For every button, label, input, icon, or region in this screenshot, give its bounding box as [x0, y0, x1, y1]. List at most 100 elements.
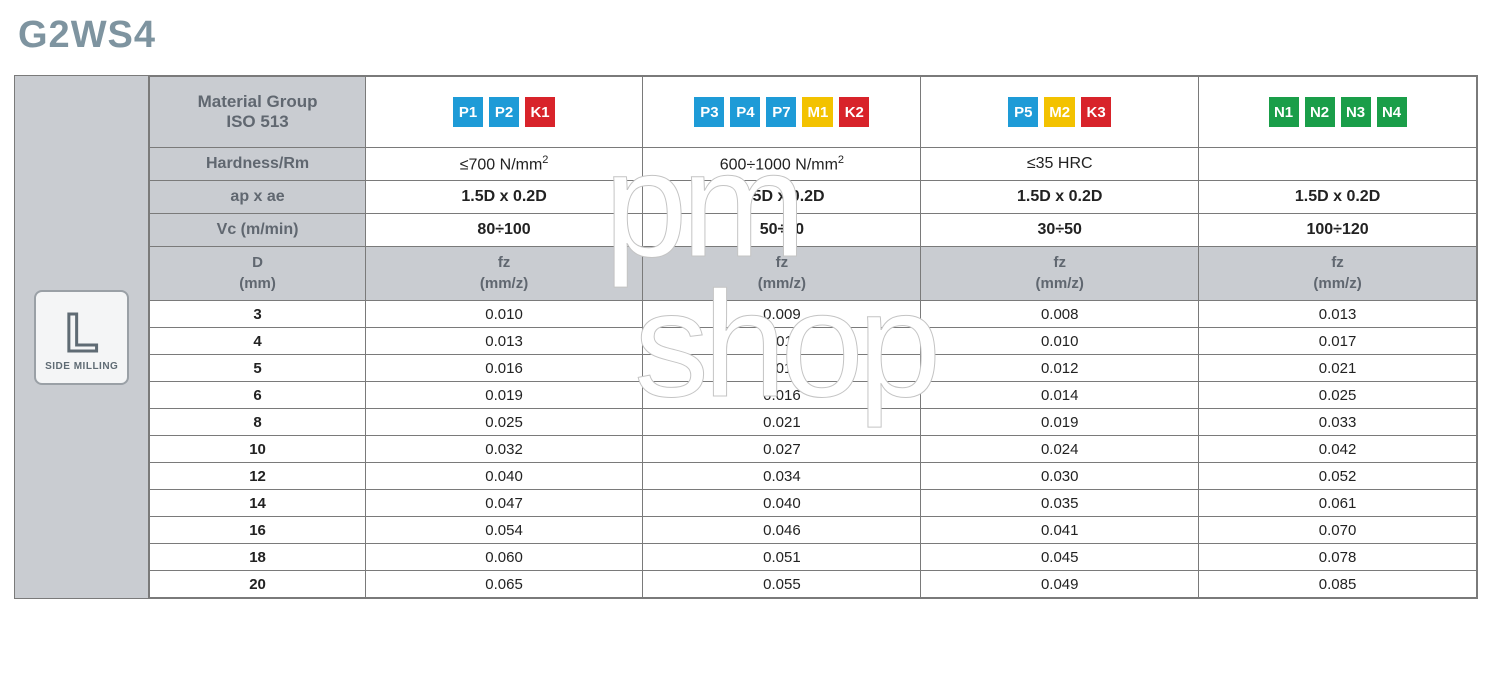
row-4-fz-0: 0.025	[365, 409, 643, 436]
group-2-apae: 1.5D x 0.2D	[921, 181, 1199, 214]
material-badge-k2: K2	[839, 97, 869, 127]
group-3-apae: 1.5D x 0.2D	[1199, 181, 1477, 214]
row-3-d: 6	[150, 382, 365, 409]
row-2-fz-0: 0.016	[365, 355, 643, 382]
header-apae: ap x ae	[150, 181, 365, 214]
row-1-fz-2: 0.010	[921, 328, 1199, 355]
row-4-fz-2: 0.019	[921, 409, 1199, 436]
row-8-d: 16	[150, 517, 365, 544]
header-fz-2: fz(mm/z)	[921, 247, 1199, 301]
table-row: 160.0540.0460.0410.070	[150, 517, 1477, 544]
table-row: 30.0100.0090.0080.013	[150, 301, 1477, 328]
row-5-fz-1: 0.027	[643, 436, 921, 463]
group-1-badges: P3P4P7M1K2	[643, 77, 921, 148]
row-7-fz-1: 0.040	[643, 490, 921, 517]
row-6-fz-2: 0.030	[921, 463, 1199, 490]
page-title: G2WS4	[18, 14, 1478, 57]
material-badge-n3: N3	[1341, 97, 1371, 127]
material-badge-n1: N1	[1269, 97, 1299, 127]
side-milling-badge: L SIDE MILLING	[34, 290, 129, 385]
row-4-d: 8	[150, 409, 365, 436]
row-3-fz-0: 0.019	[365, 382, 643, 409]
badge-row: P1P2K1	[366, 77, 643, 147]
row-7-fz-3: 0.061	[1199, 490, 1477, 517]
row-4-fz-1: 0.021	[643, 409, 921, 436]
row-0-fz-2: 0.008	[921, 301, 1199, 328]
row-1-fz-3: 0.017	[1199, 328, 1477, 355]
row-3-fz-2: 0.014	[921, 382, 1199, 409]
group-0-badges: P1P2K1	[365, 77, 643, 148]
row-0-fz-3: 0.013	[1199, 301, 1477, 328]
row-5-fz-2: 0.024	[921, 436, 1199, 463]
row-10-fz-0: 0.065	[365, 571, 643, 598]
group-3-hardness	[1199, 148, 1477, 181]
row-8-fz-1: 0.046	[643, 517, 921, 544]
side-panel: L SIDE MILLING	[15, 76, 149, 598]
material-badge-n2: N2	[1305, 97, 1335, 127]
material-badge-p2: P2	[489, 97, 519, 127]
row-9-d: 18	[150, 544, 365, 571]
row-9-fz-1: 0.051	[643, 544, 921, 571]
header-material-group: Material GroupISO 513	[150, 77, 365, 148]
row-7-fz-0: 0.047	[365, 490, 643, 517]
group-3-badges: N1N2N3N4	[1199, 77, 1477, 148]
row-7-d: 14	[150, 490, 365, 517]
table-row: 140.0470.0400.0350.061	[150, 490, 1477, 517]
row-9-fz-2: 0.045	[921, 544, 1199, 571]
table-row: 200.0650.0550.0490.085	[150, 571, 1477, 598]
row-2-d: 5	[150, 355, 365, 382]
table-row: 180.0600.0510.0450.078	[150, 544, 1477, 571]
material-badge-p3: P3	[694, 97, 724, 127]
row-3-fz-1: 0.016	[643, 382, 921, 409]
cutting-data-table: Material GroupISO 513P1P2K1P3P4P7M1K2 P5 M…	[149, 76, 1477, 598]
badge-row: N1N2N3N4	[1199, 77, 1476, 147]
row-10-fz-3: 0.085	[1199, 571, 1477, 598]
row-2-fz-2: 0.012	[921, 355, 1199, 382]
row-8-fz-2: 0.041	[921, 517, 1199, 544]
row-2-fz-1: 0.014	[643, 355, 921, 382]
row-3-fz-3: 0.025	[1199, 382, 1477, 409]
header-fz-0: fz(mm/z)	[365, 247, 643, 301]
row-1-fz-1: 0.011	[643, 328, 921, 355]
row-7-fz-2: 0.035	[921, 490, 1199, 517]
row-0-fz-1: 0.009	[643, 301, 921, 328]
row-5-d: 10	[150, 436, 365, 463]
group-0-hardness: ≤700 N/mm2	[365, 148, 643, 181]
table-container: L SIDE MILLING Material GroupISO 513P1P2…	[14, 75, 1478, 599]
group-2-hardness: ≤35 HRC	[921, 148, 1199, 181]
material-badge-m1: M1	[802, 97, 833, 127]
group-3-vc: 100÷120	[1199, 214, 1477, 247]
material-badge-p7: P7	[766, 97, 796, 127]
table-row: 120.0400.0340.0300.052	[150, 463, 1477, 490]
material-badge-p5: P5	[1008, 97, 1038, 127]
row-5-fz-3: 0.042	[1199, 436, 1477, 463]
row-1-d: 4	[150, 328, 365, 355]
header-d: D(mm)	[150, 247, 365, 301]
row-5-fz-0: 0.032	[365, 436, 643, 463]
material-badge-p4: P4	[730, 97, 760, 127]
table-row: 100.0320.0270.0240.042	[150, 436, 1477, 463]
row-6-d: 12	[150, 463, 365, 490]
row-9-fz-0: 0.060	[365, 544, 643, 571]
row-10-fz-2: 0.049	[921, 571, 1199, 598]
header-hardness: Hardness/Rm	[150, 148, 365, 181]
side-badge-caption: SIDE MILLING	[45, 361, 118, 372]
group-1-vc: 50÷70	[643, 214, 921, 247]
table-row: 50.0160.0140.0120.021	[150, 355, 1477, 382]
row-6-fz-1: 0.034	[643, 463, 921, 490]
group-0-vc: 80÷100	[365, 214, 643, 247]
table-row: 60.0190.0160.0140.025	[150, 382, 1477, 409]
row-0-d: 3	[150, 301, 365, 328]
row-4-fz-3: 0.033	[1199, 409, 1477, 436]
header-fz-3: fz(mm/z)	[1199, 247, 1477, 301]
row-10-d: 20	[150, 571, 365, 598]
row-0-fz-0: 0.010	[365, 301, 643, 328]
material-badge-k1: K1	[525, 97, 555, 127]
group-1-hardness: 600÷1000 N/mm2	[643, 148, 921, 181]
row-6-fz-0: 0.040	[365, 463, 643, 490]
header-vc: Vc (m/min)	[150, 214, 365, 247]
row-1-fz-0: 0.013	[365, 328, 643, 355]
group-1-apae: 1.5D x 0.2D	[643, 181, 921, 214]
row-8-fz-3: 0.070	[1199, 517, 1477, 544]
material-badge-k3: K3	[1081, 97, 1111, 127]
